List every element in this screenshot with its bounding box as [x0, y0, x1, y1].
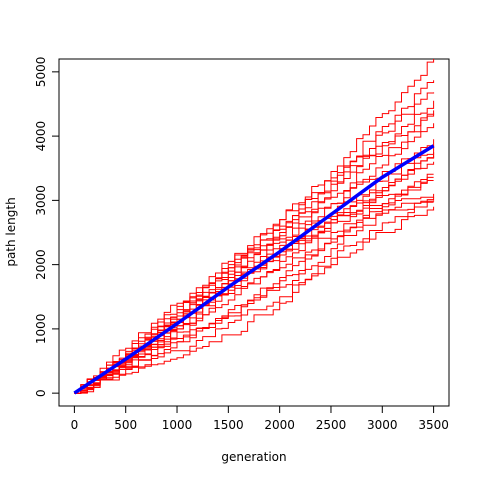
- x-tick-label: 500: [114, 418, 137, 432]
- x-axis: 0 500 1000 1500 2000 2500 3000 3500: [71, 405, 449, 432]
- series-layer: [74, 59, 435, 394]
- series-line: [74, 206, 435, 394]
- series-line: [74, 193, 435, 394]
- mean-layer: [73, 144, 435, 395]
- y-tick-label: 5000: [34, 57, 48, 88]
- y-axis-label: path length: [4, 197, 18, 266]
- y-tick-label: 3000: [34, 185, 48, 216]
- x-axis-label: generation: [221, 450, 286, 464]
- series-line: [74, 173, 434, 394]
- series-line: [74, 201, 434, 394]
- y-tick-label: 1000: [34, 314, 48, 345]
- y-axis: 0 1000 2000 3000 4000 5000: [34, 57, 60, 397]
- series-line: [74, 59, 435, 394]
- x-tick-label: 3500: [418, 418, 449, 432]
- x-tick-label: 1500: [213, 418, 244, 432]
- x-tick-label: 1000: [162, 418, 193, 432]
- x-tick-label: 2500: [316, 418, 347, 432]
- x-tick-label: 2000: [264, 418, 295, 432]
- y-tick-label: 2000: [34, 249, 48, 280]
- series-line: [74, 200, 435, 394]
- mean-line: [73, 144, 435, 395]
- x-tick-label: 3000: [367, 418, 398, 432]
- y-tick-label: 4000: [34, 121, 48, 152]
- y-tick-label: 0: [34, 389, 48, 397]
- series-line: [74, 110, 435, 394]
- series-line: [74, 197, 435, 394]
- x-tick-label: 0: [71, 418, 79, 432]
